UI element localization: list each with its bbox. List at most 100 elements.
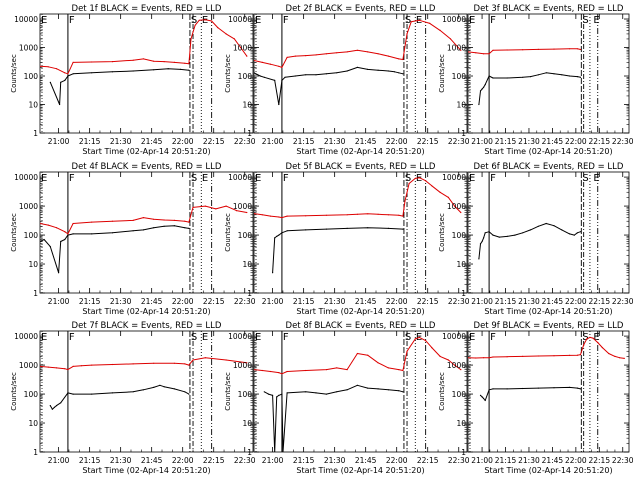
marker-label-f: F <box>69 173 75 184</box>
data-point <box>488 75 490 77</box>
data-point <box>336 52 338 54</box>
data-point <box>406 33 408 35</box>
data-point <box>439 355 441 357</box>
data-point <box>153 69 155 71</box>
marker-label-e: E <box>469 173 475 184</box>
data-point <box>579 76 582 78</box>
x-tick-label: 22:15 <box>203 137 225 146</box>
x-tick-label: 22:30 <box>448 456 470 465</box>
plot-frame <box>467 330 630 453</box>
marker-label-f: F <box>283 332 289 343</box>
x-tick-label: 22:30 <box>448 137 470 146</box>
marker-label-e: E <box>255 15 261 26</box>
data-point <box>47 66 49 68</box>
data-point <box>484 84 486 86</box>
data-point <box>188 221 190 223</box>
data-point <box>60 81 62 83</box>
x-tick-label: 21:15 <box>79 456 101 465</box>
data-point <box>394 71 396 73</box>
data-point <box>410 21 412 23</box>
data-point <box>40 222 41 225</box>
data-point <box>522 76 524 78</box>
data-point <box>188 364 190 366</box>
data-point <box>367 227 369 229</box>
x-tick-label: 22:00 <box>565 137 587 146</box>
data-point <box>305 391 307 393</box>
series-events <box>478 72 582 106</box>
data-point <box>447 359 449 361</box>
data-point <box>522 232 524 234</box>
data-point <box>278 216 280 218</box>
x-tick-label: 22:30 <box>612 297 634 306</box>
data-point <box>173 225 175 227</box>
lld-rate-line <box>40 357 247 371</box>
panel-title: Det 3f BLACK = Events, RED = LLD <box>474 4 624 14</box>
series-lld <box>40 19 248 75</box>
data-point <box>498 236 500 238</box>
series-lld <box>254 336 462 375</box>
plot-frame <box>39 13 254 134</box>
x-tick-label: 21:30 <box>324 137 346 146</box>
x-tick-label: 22:30 <box>234 137 256 146</box>
y-tick-label: 1000 <box>233 44 252 53</box>
x-tick-label: 21:45 <box>355 297 377 306</box>
data-point <box>506 388 508 390</box>
y-tick-label: 10000 <box>442 15 466 24</box>
data-point <box>579 388 582 390</box>
data-point <box>184 391 186 393</box>
y-tick-label: 10000 <box>14 332 38 341</box>
marker-label-f: F <box>69 15 75 26</box>
marker-label-f: F <box>490 332 496 343</box>
events-rate-line <box>478 72 581 105</box>
data-point <box>142 217 144 219</box>
data-point <box>579 48 582 51</box>
data-point <box>545 222 547 225</box>
data-point <box>346 51 348 53</box>
data-point <box>402 73 404 75</box>
data-point <box>576 232 579 234</box>
data-point <box>58 272 60 274</box>
data-point <box>414 177 416 179</box>
data-point <box>294 75 296 77</box>
series-lld <box>254 177 462 219</box>
data-point <box>367 387 369 389</box>
data-point <box>398 390 400 392</box>
data-point <box>240 46 242 49</box>
data-point <box>325 53 327 55</box>
data-point <box>281 393 283 395</box>
data-point <box>261 369 263 372</box>
x-tick-label: 21:30 <box>518 297 540 306</box>
data-point <box>592 337 594 339</box>
x-tick-label: 21:00 <box>48 456 70 465</box>
data-point <box>72 233 74 235</box>
data-point <box>576 354 579 356</box>
data-point <box>286 230 288 232</box>
data-point <box>425 180 427 182</box>
y-tick-label: 1 <box>33 129 38 138</box>
y-axis-label: Counts/sec <box>438 372 446 411</box>
data-point <box>492 77 494 79</box>
data-point <box>414 338 416 340</box>
marker-label-e: E <box>41 332 47 343</box>
data-point <box>281 373 283 375</box>
data-point <box>367 213 369 215</box>
data-point <box>315 392 317 394</box>
data-point <box>346 214 348 216</box>
data-point <box>346 70 348 72</box>
data-point <box>522 49 524 51</box>
data-point <box>286 392 288 394</box>
data-point <box>153 386 155 388</box>
x-axis-label: Start Time (02-Apr-14 20:51:20) <box>484 147 612 156</box>
data-point <box>356 213 358 215</box>
marker-label-s: S <box>405 15 411 26</box>
marker-label-s: S <box>582 332 588 343</box>
data-point <box>246 55 248 57</box>
data-point <box>49 405 51 407</box>
data-point <box>163 225 165 227</box>
data-point <box>553 387 555 389</box>
x-tick-label: 22:00 <box>386 297 408 306</box>
data-point <box>111 71 113 73</box>
data-point <box>315 54 317 56</box>
data-point <box>402 369 404 372</box>
data-point <box>276 396 278 398</box>
